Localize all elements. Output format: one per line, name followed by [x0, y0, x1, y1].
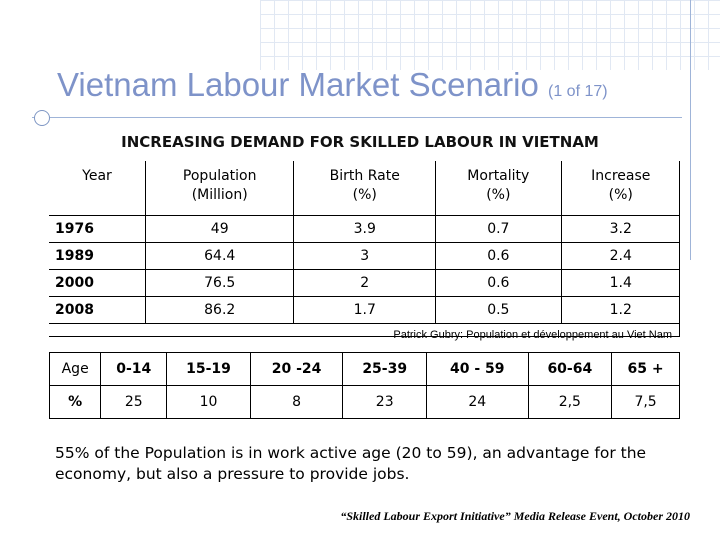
cell-increase: 3.2 — [560, 215, 680, 243]
header-mortality: Mortality (%) — [435, 161, 562, 216]
decorative-vertical-line — [690, 0, 691, 260]
header-increase-label: Increase — [591, 168, 651, 184]
header-population-label: Population — [182, 168, 257, 184]
percent-value: 23 — [342, 385, 428, 419]
percent-row: % 25 10 8 23 24 2,5 7,5 — [48, 385, 680, 419]
source-row: Patrick Gubry: Population et développeme… — [49, 323, 680, 346]
cell-increase: 1.2 — [560, 296, 680, 324]
header-mortality-label: Mortality — [467, 168, 530, 184]
footer-credit: “Skilled Labour Export Initiative” Media… — [340, 509, 690, 523]
cell-birth-rate: 3.9 — [293, 215, 436, 243]
age-table: Age 0-14 15-19 20 -24 25-39 40 - 59 60-6… — [48, 352, 680, 419]
cell-mortality: 0.6 — [435, 242, 562, 270]
slide-title-counter: (1 of 17) — [548, 83, 608, 100]
age-group: 60-64 — [527, 352, 613, 386]
source-citation: Patrick Gubry: Population et développeme… — [49, 323, 680, 346]
table-row: 1976 49 3.9 0.7 3.2 — [49, 215, 680, 243]
cell-year: 2008 — [49, 296, 146, 324]
percent-value: 8 — [249, 385, 344, 419]
cell-mortality: 0.6 — [435, 269, 562, 297]
cell-year: 2000 — [49, 269, 146, 297]
age-label: Age — [48, 352, 102, 386]
header-year-label: Year — [82, 168, 112, 184]
decorative-grid — [260, 0, 720, 70]
percent-value: 24 — [426, 385, 529, 419]
percent-value: 25 — [100, 385, 168, 419]
population-table-frame — [49, 161, 680, 337]
header-birth-rate-unit: (%) — [352, 187, 377, 203]
age-group: 20 -24 — [249, 352, 344, 386]
age-row: Age 0-14 15-19 20 -24 25-39 40 - 59 60-6… — [48, 352, 680, 386]
age-group: 40 - 59 — [426, 352, 529, 386]
population-table-header: Year Population (Million) Birth Rate (%) M… — [49, 161, 680, 216]
percent-value: 10 — [166, 385, 251, 419]
percent-value: 2,5 — [527, 385, 613, 419]
cell-population: 49 — [144, 215, 294, 243]
slide-subtitle: INCREASING DEMAND FOR SKILLED LABOUR IN … — [121, 133, 599, 151]
slide-title-main: Vietnam Labour Market Scenario — [57, 66, 539, 103]
cell-year: 1976 — [49, 215, 146, 243]
header-year: Year — [49, 161, 146, 216]
age-group: 15-19 — [166, 352, 251, 386]
population-table: Year Population (Million) Birth Rate (%) M… — [49, 161, 680, 346]
cell-population: 76.5 — [144, 269, 294, 297]
cell-mortality: 0.5 — [435, 296, 562, 324]
cell-birth-rate: 3 — [293, 242, 436, 270]
slide-title: Vietnam Labour Market Scenario (1 of 17) — [57, 66, 608, 104]
header-birth-rate: Birth Rate (%) — [293, 161, 436, 216]
table-row: 2008 86.2 1.7 0.5 1.2 — [49, 296, 680, 324]
cell-population: 86.2 — [144, 296, 294, 324]
cell-birth-rate: 1.7 — [293, 296, 436, 324]
age-group: 25-39 — [342, 352, 428, 386]
cell-mortality: 0.7 — [435, 215, 562, 243]
header-increase-unit: (%) — [608, 187, 633, 203]
percent-label: % — [48, 385, 102, 419]
table-row: 1989 64.4 3 0.6 2.4 — [49, 242, 680, 270]
header-population-unit: (Million) — [191, 187, 248, 203]
header-population: Population (Million) — [144, 161, 294, 216]
table-row: 2000 76.5 2 0.6 1.4 — [49, 269, 680, 297]
cell-year: 1989 — [49, 242, 146, 270]
decorative-circle — [34, 110, 50, 126]
percent-value: 7,5 — [611, 385, 680, 419]
decorative-horizontal-line — [32, 117, 682, 118]
cell-increase: 1.4 — [560, 269, 680, 297]
header-increase: Increase (%) — [560, 161, 680, 216]
cell-increase: 2.4 — [560, 242, 680, 270]
age-group: 0-14 — [100, 352, 168, 386]
cell-birth-rate: 2 — [293, 269, 436, 297]
summary-note: 55% of the Population is in work active … — [55, 444, 647, 483]
header-mortality-unit: (%) — [486, 187, 511, 203]
cell-population: 64.4 — [144, 242, 294, 270]
age-group: 65 + — [611, 352, 680, 386]
header-birth-rate-label: Birth Rate — [329, 168, 400, 184]
